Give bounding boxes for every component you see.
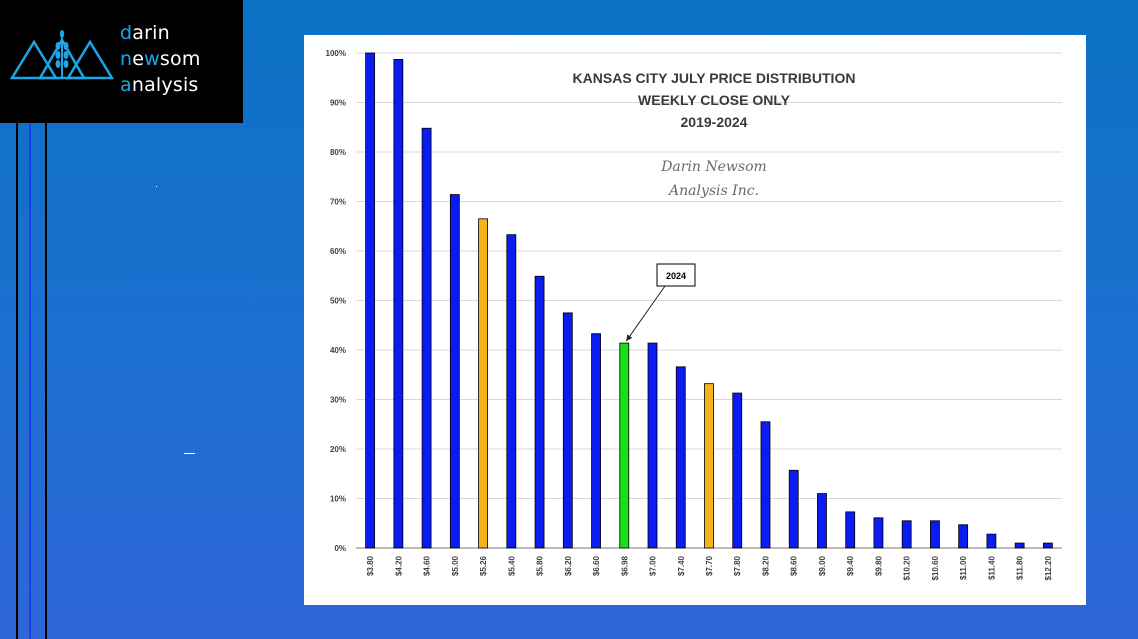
- x-tick-label: $7.80: [733, 555, 742, 576]
- decorative-dot: [156, 186, 157, 187]
- bar: [1042, 542, 1053, 549]
- logo-word: som: [159, 48, 201, 70]
- y-tick-label: 0%: [334, 544, 346, 553]
- logo-word: e: [132, 48, 145, 70]
- x-tick-label: $9.80: [874, 555, 883, 576]
- x-tick-label: $3.80: [366, 555, 375, 576]
- bar: [591, 333, 601, 549]
- x-tick-label: $7.00: [649, 555, 658, 576]
- y-tick-label: 100%: [326, 49, 346, 58]
- x-tick-label: $5.80: [536, 555, 545, 576]
- x-tick-label: $5.26: [479, 555, 488, 576]
- x-tick-label: $6.98: [620, 555, 629, 576]
- bar: [506, 234, 517, 549]
- logo-word: arin: [132, 22, 170, 44]
- y-tick-label: 80%: [330, 148, 346, 157]
- bar: [619, 342, 630, 549]
- bar: [732, 392, 743, 549]
- chart-title-line: KANSAS CITY JULY PRICE DISTRIBUTION: [572, 70, 856, 86]
- chart-title-line: 2019-2024: [680, 114, 748, 130]
- y-tick-label: 20%: [330, 445, 346, 454]
- x-tick-label: $11.40: [987, 555, 996, 580]
- bar: [675, 366, 686, 549]
- bar: [534, 275, 545, 549]
- decorative-dash: [184, 453, 195, 454]
- watermark-line: Analysis Inc.: [669, 183, 759, 199]
- x-tick-label: $8.20: [761, 555, 770, 576]
- watermark-line: Darin Newsom: [661, 159, 767, 175]
- annotation-arrow: [625, 285, 666, 342]
- logo-letter: a: [120, 74, 132, 96]
- x-tick-label: $11.00: [959, 555, 968, 580]
- mountains-wheat-icon: [10, 30, 114, 80]
- bar: [1014, 542, 1025, 549]
- y-tick-label: 50%: [330, 297, 346, 306]
- logo-word: nalysis: [131, 74, 199, 96]
- bar: [760, 421, 771, 549]
- decorative-line: [45, 123, 47, 639]
- y-tick-label: 70%: [330, 198, 346, 207]
- logo-letter: n: [120, 48, 133, 70]
- watermark: Darin Newsom Analysis Inc.: [624, 155, 804, 203]
- x-tick-label: $5.40: [507, 555, 516, 576]
- logo: darin newsom analysis: [0, 0, 243, 123]
- x-tick-label: $8.60: [790, 555, 799, 576]
- chart-title: KANSAS CITY JULY PRICE DISTRIBUTION WEEK…: [534, 67, 894, 133]
- x-tick-label: $10.20: [903, 555, 912, 580]
- bar: [958, 524, 969, 549]
- x-tick-label: $7.70: [705, 555, 714, 576]
- annotation-arrowhead: [626, 334, 633, 342]
- x-tick-label: $9.40: [846, 555, 855, 576]
- bar: [845, 511, 856, 549]
- bar: [704, 383, 714, 549]
- bar: [873, 517, 884, 549]
- bar: [393, 59, 404, 549]
- x-tick-label: $10.60: [931, 555, 940, 580]
- annotation-box: [656, 263, 696, 287]
- x-tick-label: $9.00: [818, 555, 827, 576]
- logo-letter: w: [144, 48, 160, 70]
- x-tick-label: $6.20: [564, 555, 573, 576]
- logo-letter: d: [120, 22, 133, 44]
- y-tick-label: 30%: [330, 396, 346, 405]
- x-tick-label: $11.80: [1016, 555, 1025, 580]
- bar: [788, 469, 799, 549]
- y-tick-label: 40%: [330, 346, 346, 355]
- bar: [478, 218, 488, 549]
- bar: [449, 194, 460, 549]
- x-tick-label: $5.00: [451, 555, 460, 576]
- bar: [421, 127, 432, 549]
- x-tick-label: $4.60: [423, 555, 432, 576]
- bar: [562, 312, 573, 549]
- bar: [986, 533, 997, 549]
- decorative-line: [16, 123, 18, 639]
- chart-title-line: WEEKLY CLOSE ONLY: [638, 92, 790, 108]
- bar: [647, 342, 658, 549]
- x-tick-label: $6.60: [592, 555, 601, 576]
- bar: [930, 520, 940, 549]
- annotation-label: 2024: [666, 271, 686, 281]
- bar: [365, 52, 376, 549]
- decorative-line: [29, 123, 31, 639]
- bar: [817, 493, 827, 549]
- x-tick-label: $4.20: [394, 555, 403, 576]
- y-tick-label: 10%: [330, 495, 346, 504]
- chart-panel: 0% 10% 20% 30% 40% 50% 60% 70% 80% 90% 100% $3.80 $4…: [304, 35, 1086, 605]
- y-tick-label: 60%: [330, 247, 346, 256]
- y-tick-label: 90%: [330, 99, 346, 108]
- bar-chart: 0% 10% 20% 30% 40% 50% 60% 70% 80% 90% 100% $3.80 $4…: [326, 49, 1062, 580]
- logo-wordmark: darin newsom analysis: [120, 20, 201, 98]
- bar: [901, 520, 912, 549]
- x-tick-label: $7.40: [677, 555, 686, 576]
- x-tick-label: $12.20: [1044, 555, 1053, 580]
